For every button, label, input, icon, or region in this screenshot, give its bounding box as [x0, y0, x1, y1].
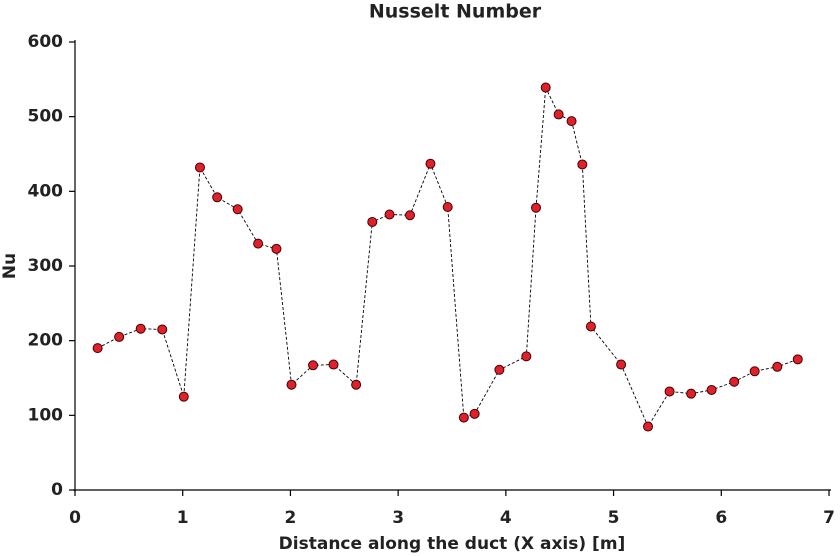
x-tick-label: 4: [500, 508, 512, 528]
data-point: [367, 216, 378, 227]
data-point: [553, 109, 564, 120]
y-tick-label: 200: [28, 331, 64, 351]
x-axis-label: Distance along the duct (X axis) [m]: [279, 534, 626, 554]
data-point: [521, 351, 532, 362]
data-point: [384, 209, 395, 220]
data-point: [351, 379, 362, 390]
y-tick-label: 300: [28, 256, 64, 276]
data-point: [253, 238, 264, 249]
data-point: [686, 388, 697, 399]
series-line: [97, 85, 798, 428]
y-tick-label: 600: [28, 32, 64, 52]
data-point: [458, 412, 469, 423]
data-point: [577, 159, 588, 170]
x-tick-label: 0: [69, 508, 81, 528]
chart-title: Nusselt Number: [369, 1, 542, 23]
x-tick-label: 2: [285, 508, 297, 528]
data-point: [114, 331, 125, 342]
data-point: [135, 323, 146, 334]
data-point: [531, 202, 542, 213]
data-point: [308, 360, 319, 371]
y-tick-label: 100: [28, 405, 64, 425]
data-point: [178, 391, 189, 402]
data-point: [286, 379, 297, 390]
data-point: [469, 408, 480, 419]
y-tick-label: 500: [28, 107, 64, 127]
y-tick-label: 400: [28, 181, 64, 201]
data-point: [643, 421, 654, 432]
data-point: [425, 158, 436, 169]
data-point: [566, 116, 577, 127]
data-point: [616, 359, 627, 370]
data-point: [494, 364, 505, 375]
data-point: [92, 343, 103, 354]
data-point: [729, 376, 740, 387]
data-point: [404, 210, 415, 221]
data-point: [664, 386, 675, 397]
data-point: [442, 202, 453, 213]
x-tick-label: 1: [177, 508, 189, 528]
data-point: [585, 321, 596, 332]
x-tick-label: 3: [392, 508, 404, 528]
x-tick-label: 6: [715, 508, 727, 528]
data-point: [212, 192, 223, 203]
data-point: [540, 82, 551, 93]
x-tick-label: 7: [823, 508, 835, 528]
data-point: [772, 361, 783, 372]
y-axis-label: Nu: [0, 253, 20, 279]
data-point: [232, 204, 243, 215]
data-point: [792, 354, 803, 365]
data-point: [328, 359, 339, 370]
y-tick-label: 0: [51, 480, 63, 500]
x-tick-label: 5: [608, 508, 620, 528]
data-point: [194, 162, 205, 173]
data-point: [706, 384, 717, 395]
data-point: [157, 324, 168, 335]
data-point: [749, 366, 760, 377]
data-point: [271, 243, 282, 254]
